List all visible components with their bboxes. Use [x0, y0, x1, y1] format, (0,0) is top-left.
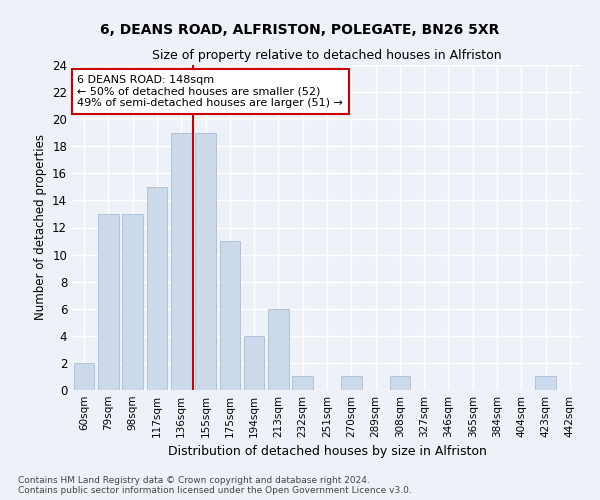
- Bar: [389, 376, 410, 390]
- Bar: [195, 132, 216, 390]
- X-axis label: Distribution of detached houses by size in Alfriston: Distribution of detached houses by size …: [167, 446, 487, 458]
- Bar: [74, 363, 94, 390]
- Bar: [535, 376, 556, 390]
- Bar: [341, 376, 362, 390]
- Bar: [268, 308, 289, 390]
- Bar: [122, 214, 143, 390]
- Title: Size of property relative to detached houses in Alfriston: Size of property relative to detached ho…: [152, 50, 502, 62]
- Text: Contains HM Land Registry data © Crown copyright and database right 2024.
Contai: Contains HM Land Registry data © Crown c…: [18, 476, 412, 495]
- Bar: [98, 214, 119, 390]
- Bar: [220, 241, 240, 390]
- Text: 6 DEANS ROAD: 148sqm
← 50% of detached houses are smaller (52)
49% of semi-detac: 6 DEANS ROAD: 148sqm ← 50% of detached h…: [77, 74, 343, 108]
- Bar: [244, 336, 265, 390]
- Bar: [292, 376, 313, 390]
- Bar: [146, 187, 167, 390]
- Bar: [171, 132, 191, 390]
- Text: 6, DEANS ROAD, ALFRISTON, POLEGATE, BN26 5XR: 6, DEANS ROAD, ALFRISTON, POLEGATE, BN26…: [100, 22, 500, 36]
- Y-axis label: Number of detached properties: Number of detached properties: [34, 134, 47, 320]
